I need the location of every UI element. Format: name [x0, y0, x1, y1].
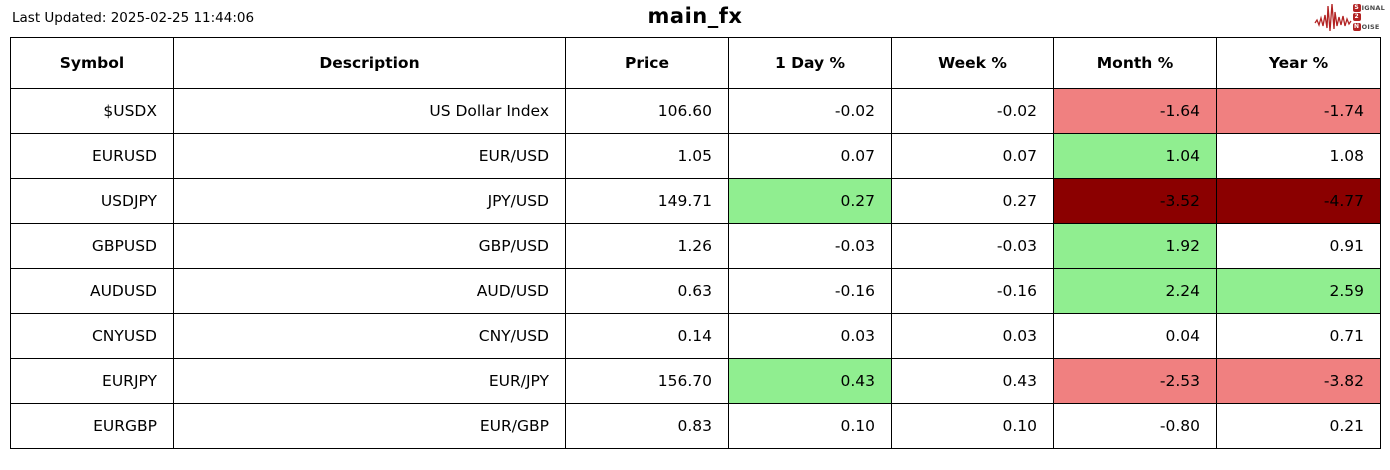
cell-month-pct: 1.04 [1053, 133, 1217, 179]
cell-description: EUR/USD [173, 133, 566, 179]
signal2noise-logo: S IGNAL 2 N OISE [1314, 2, 1385, 32]
logo-text-signal: IGNAL [1361, 3, 1385, 12]
cell-1-day-pct: 0.43 [728, 358, 892, 404]
column-header-symbol: Symbol [10, 37, 174, 89]
cell-symbol: $USDX [10, 88, 174, 134]
cell-description: JPY/USD [173, 178, 566, 224]
cell-year-pct: 1.08 [1216, 133, 1381, 179]
column-header-description: Description [173, 37, 566, 89]
cell-month-pct: 1.92 [1053, 223, 1217, 269]
cell-symbol: AUDUSD [10, 268, 174, 314]
cell-1-day-pct: 0.07 [728, 133, 892, 179]
fx-table: Symbol Description Price 1 Day % Week % Month… [10, 37, 1381, 449]
cell-week-pct: -0.16 [891, 268, 1054, 314]
cell-1-day-pct: -0.03 [728, 223, 892, 269]
table-row: AUDUSD AUD/USD 0.63 -0.16 -0.16 2.24 2.59 [10, 268, 1381, 314]
cell-year-pct: 0.71 [1216, 313, 1381, 359]
cell-week-pct: -0.02 [891, 88, 1054, 134]
cell-month-pct: -3.52 [1053, 178, 1217, 224]
column-header-price: Price [565, 37, 729, 89]
cell-description: US Dollar Index [173, 88, 566, 134]
cell-month-pct: 0.04 [1053, 313, 1217, 359]
cell-month-pct: -2.53 [1053, 358, 1217, 404]
cell-year-pct: 0.91 [1216, 223, 1381, 269]
cell-description: CNY/USD [173, 313, 566, 359]
table-row: CNYUSD CNY/USD 0.14 0.03 0.03 0.04 0.71 [10, 313, 1381, 359]
cell-price: 156.70 [565, 358, 729, 404]
cell-1-day-pct: -0.02 [728, 88, 892, 134]
waveform-icon [1314, 3, 1352, 32]
table-row: USDJPY JPY/USD 149.71 0.27 0.27 -3.52 -4.77 [10, 178, 1381, 224]
cell-symbol: EURJPY [10, 358, 174, 404]
cell-year-pct: -3.82 [1216, 358, 1381, 404]
cell-month-pct: 2.24 [1053, 268, 1217, 314]
cell-month-pct: -0.80 [1053, 403, 1217, 449]
cell-price: 0.83 [565, 403, 729, 449]
column-header-year-pct: Year % [1216, 37, 1381, 89]
cell-description: AUD/USD [173, 268, 566, 314]
header-row: Symbol Description Price 1 Day % Week % Month… [10, 37, 1381, 89]
cell-price: 149.71 [565, 178, 729, 224]
cell-price: 1.26 [565, 223, 729, 269]
column-header-month-pct: Month % [1053, 37, 1217, 89]
table-row: GBPUSD GBP/USD 1.26 -0.03 -0.03 1.92 0.91 [10, 223, 1381, 269]
cell-price: 106.60 [565, 88, 729, 134]
logo-text-noise: OISE [1361, 22, 1380, 31]
column-header-week-pct: Week % [891, 37, 1054, 89]
logo-line-noise: N OISE [1352, 22, 1385, 31]
page-title: main_fx [647, 4, 743, 28]
cell-week-pct: -0.03 [891, 223, 1054, 269]
cell-week-pct: 0.10 [891, 403, 1054, 449]
logo-badge-s: S [1352, 3, 1361, 12]
cell-year-pct: 2.59 [1216, 268, 1381, 314]
cell-1-day-pct: 0.03 [728, 313, 892, 359]
cell-week-pct: 0.03 [891, 313, 1054, 359]
cell-symbol: USDJPY [10, 178, 174, 224]
cell-price: 0.14 [565, 313, 729, 359]
cell-description: EUR/GBP [173, 403, 566, 449]
cell-symbol: GBPUSD [10, 223, 174, 269]
cell-year-pct: -1.74 [1216, 88, 1381, 134]
table-row: EURUSD EUR/USD 1.05 0.07 0.07 1.04 1.08 [10, 133, 1381, 179]
cell-month-pct: -1.64 [1053, 88, 1217, 134]
logo-text: S IGNAL 2 N OISE [1352, 3, 1385, 31]
cell-week-pct: 0.43 [891, 358, 1054, 404]
cell-week-pct: 0.07 [891, 133, 1054, 179]
column-header-1-day-pct: 1 Day % [728, 37, 892, 89]
table-row: EURGBP EUR/GBP 0.83 0.10 0.10 -0.80 0.21 [10, 403, 1381, 449]
logo-badge-2: 2 [1352, 13, 1361, 21]
cell-price: 0.63 [565, 268, 729, 314]
logo-line-signal: S IGNAL [1352, 3, 1385, 12]
cell-description: EUR/JPY [173, 358, 566, 404]
cell-week-pct: 0.27 [891, 178, 1054, 224]
cell-symbol: EURUSD [10, 133, 174, 179]
cell-1-day-pct: 0.27 [728, 178, 892, 224]
cell-symbol: CNYUSD [10, 313, 174, 359]
cell-1-day-pct: 0.10 [728, 403, 892, 449]
last-updated-label: Last Updated: 2025-02-25 11:44:06 [12, 10, 255, 26]
logo-line-two: 2 [1352, 13, 1385, 21]
cell-description: GBP/USD [173, 223, 566, 269]
cell-price: 1.05 [565, 133, 729, 179]
table-row: $USDX US Dollar Index 106.60 -0.02 -0.02 -1.6… [10, 88, 1381, 134]
cell-year-pct: -4.77 [1216, 178, 1381, 224]
cell-symbol: EURGBP [10, 403, 174, 449]
table-row: EURJPY EUR/JPY 156.70 0.43 0.43 -2.53 -3.82 [10, 358, 1381, 404]
cell-1-day-pct: -0.16 [728, 268, 892, 314]
logo-badge-n: N [1352, 22, 1361, 31]
cell-year-pct: 0.21 [1216, 403, 1381, 449]
